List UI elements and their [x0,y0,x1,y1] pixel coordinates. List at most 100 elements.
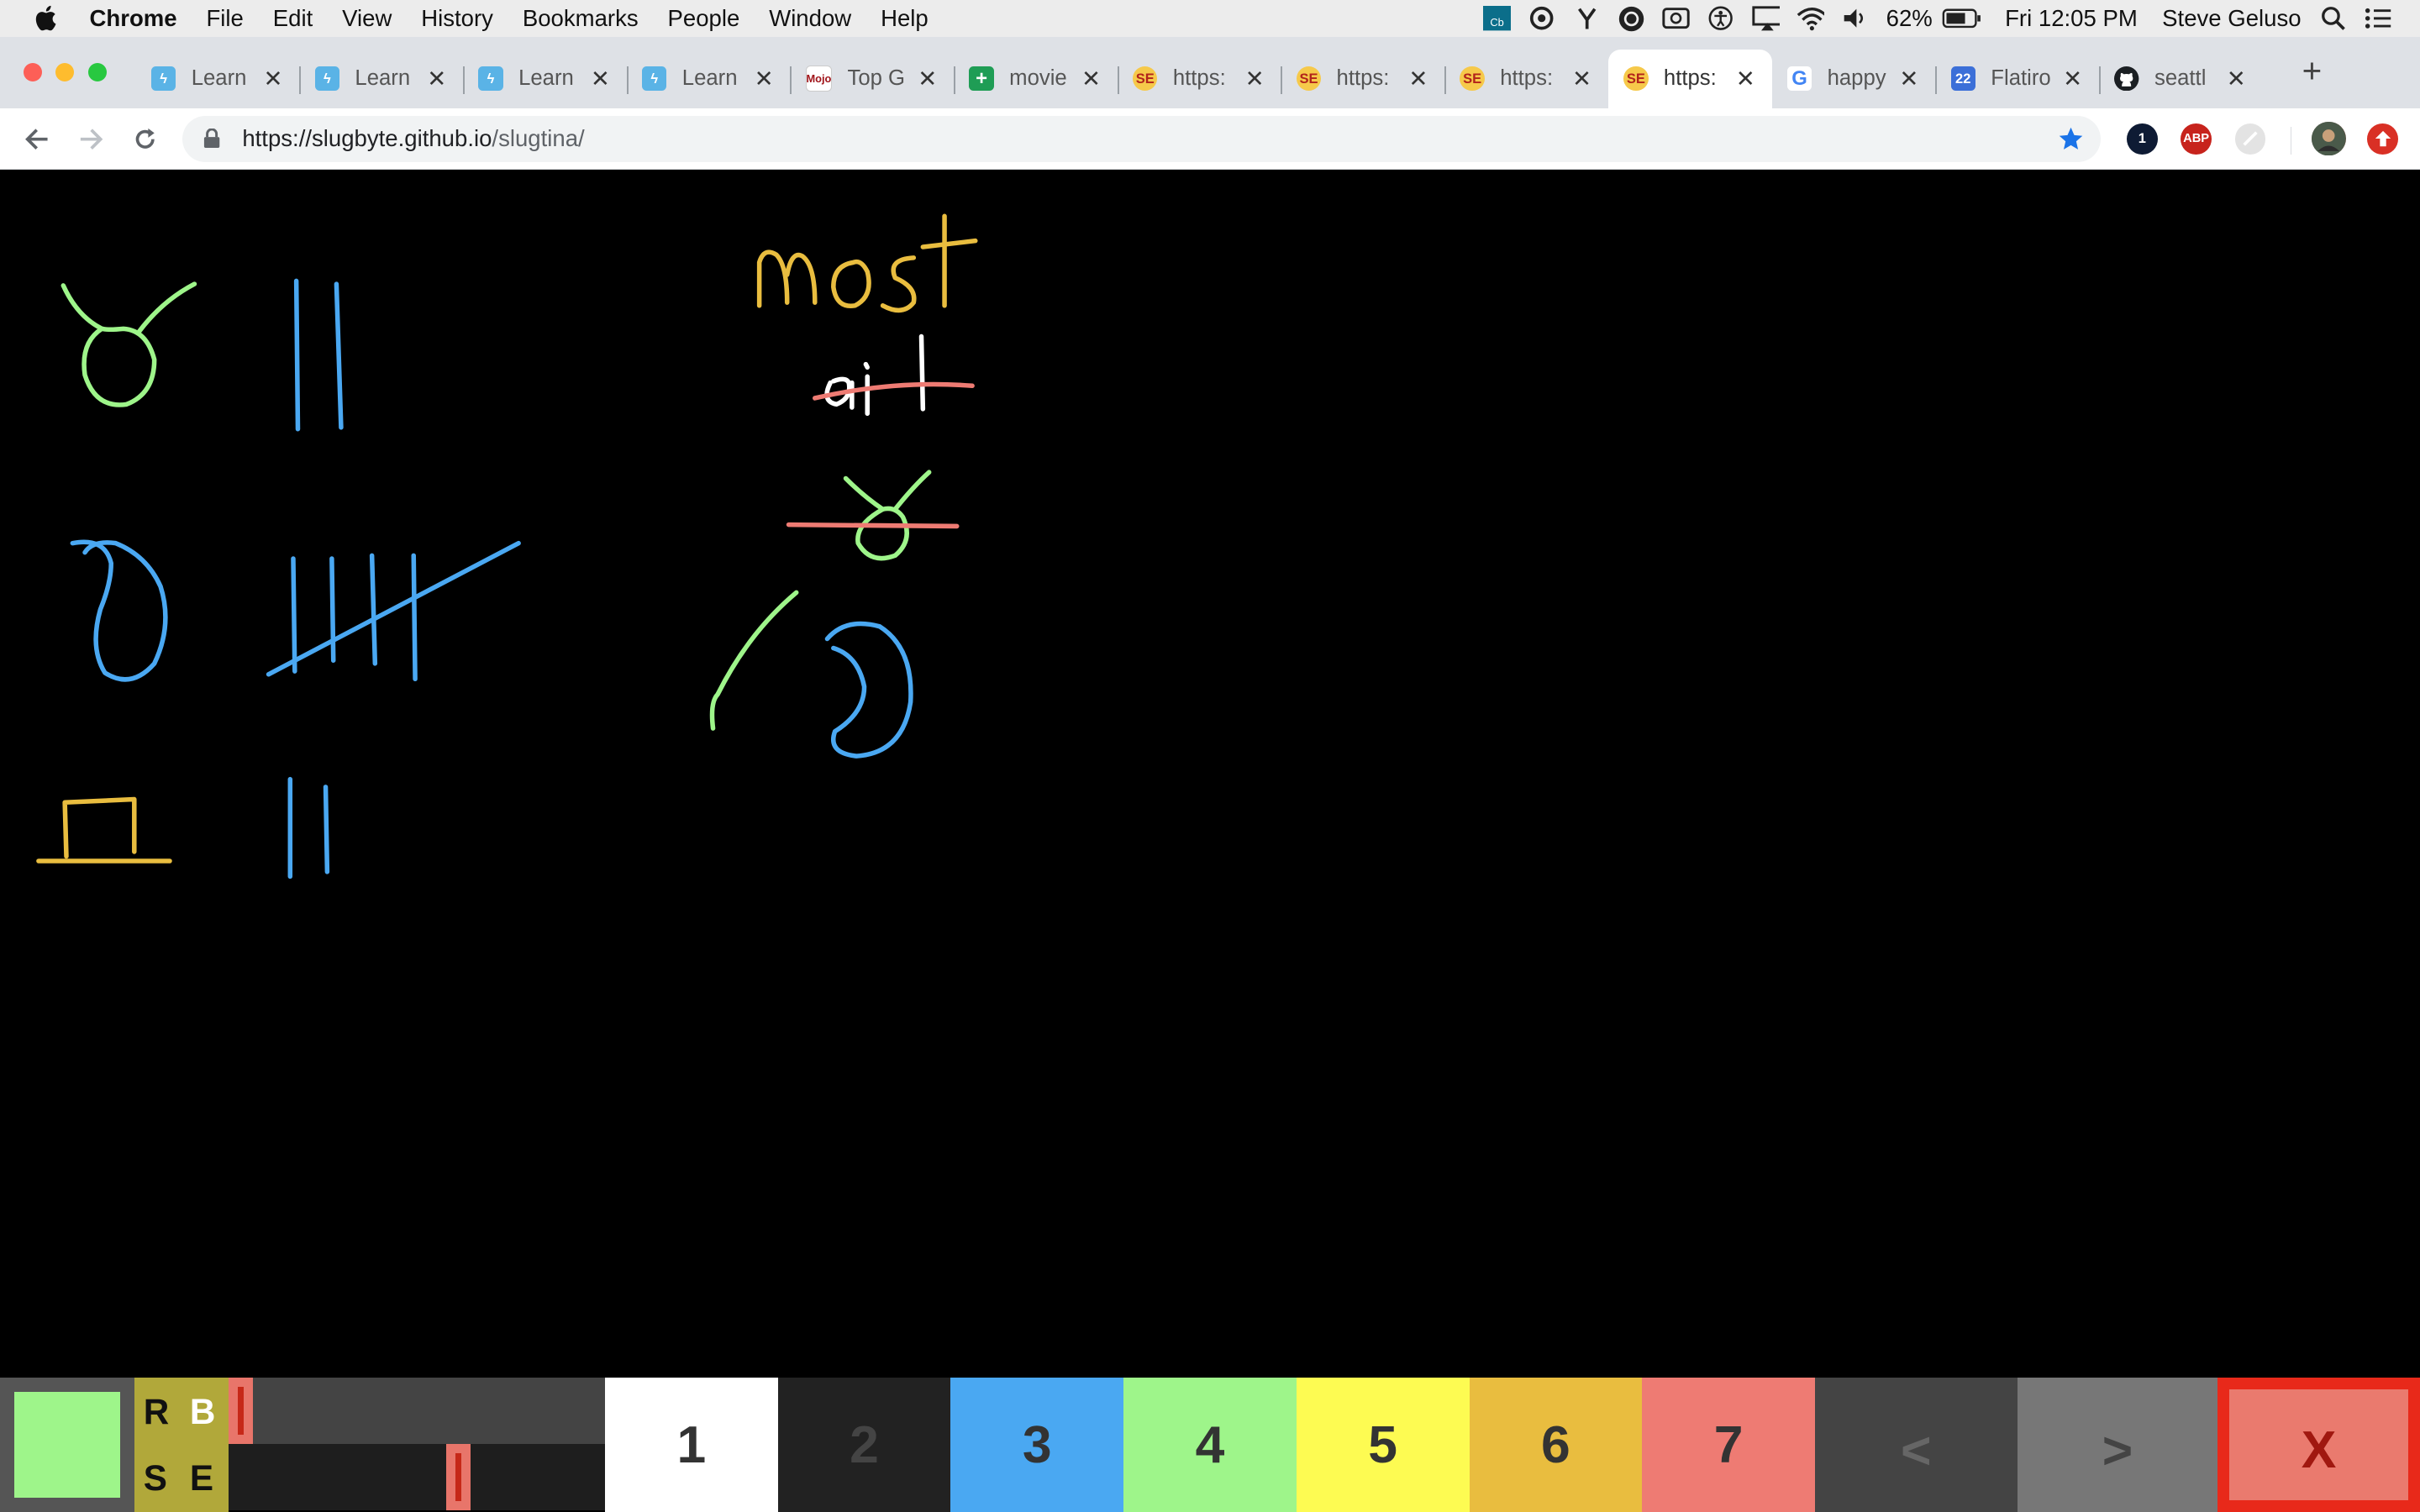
next-page-button[interactable]: > [2018,1378,2218,1512]
tab-close-icon[interactable]: ✕ [753,66,775,92]
tally-row-1-drawing [297,281,341,428]
tab-close-icon[interactable]: ✕ [1898,66,1920,92]
opacity-slider[interactable] [229,1444,605,1510]
menu-bookmarks[interactable]: Bookmarks [523,5,639,32]
tab-close-icon[interactable]: ✕ [2062,66,2084,92]
brush-button[interactable]: B [190,1392,216,1432]
tab-flatiron-calendar[interactable]: 22 Flatiro ✕ [1935,50,2099,108]
color-button-2[interactable]: 2 [778,1378,951,1512]
color-button-4[interactable]: 4 [1123,1378,1297,1512]
profile-avatar[interactable] [2312,122,2345,155]
reload-icon[interactable] [129,123,160,155]
tab-title: Learn [192,66,256,91]
tab-learn-1[interactable]: ϟ Learn ✕ [136,50,300,108]
menubar-clock[interactable]: Fri 12:05 PM [2005,5,2138,32]
menu-people[interactable]: People [668,5,740,32]
vpn-globe-icon[interactable] [1618,6,1645,30]
tab-box-office-mojo[interactable]: Mojo Top G ✕ [790,50,954,108]
color-button-1[interactable]: 1 [605,1378,778,1512]
tab-slug-active[interactable]: SE https: ✕ [1608,50,1772,108]
opacity-slider-thumb[interactable] [446,1444,471,1510]
tab-close-icon[interactable]: ✕ [1407,66,1429,92]
tab-close-icon[interactable]: ✕ [262,66,284,92]
tab-movie-sheet[interactable]: + movie ✕ [954,50,1118,108]
notification-center-icon[interactable] [2365,6,2392,30]
reset-button[interactable]: R [144,1392,170,1432]
color-button-6[interactable]: 6 [1470,1378,1643,1512]
coinbase-icon[interactable]: Cb [1483,6,1511,30]
battery-icon[interactable] [1942,6,1982,30]
airplay-icon[interactable] [1752,6,1780,30]
previous-page-button[interactable]: < [1815,1378,2018,1512]
menu-app-name[interactable]: Chrome [90,5,177,32]
svg-text:Cb: Cb [1491,16,1504,29]
apple-icon[interactable] [34,5,58,31]
current-color-box [0,1378,134,1512]
menubar-user[interactable]: Steve Geluso [2162,5,2301,32]
tab-close-icon[interactable]: ✕ [917,66,939,92]
tab-learn-4[interactable]: ϟ Learn ✕ [627,50,791,108]
eraser-button[interactable]: E [190,1458,213,1499]
close-x-button[interactable]: X [2217,1378,2420,1512]
screenshot-icon[interactable] [1662,6,1690,30]
tab-google-happy[interactable]: G happy ✕ [1772,50,1936,108]
tab-close-icon[interactable]: ✕ [426,66,448,92]
spotlight-search-icon[interactable] [2320,6,2348,30]
window-zoom-button[interactable] [88,63,107,81]
fork-icon[interactable] [1573,6,1601,30]
tab-title: Flatiro [1991,66,2055,91]
lock-icon[interactable] [203,128,222,150]
tab-learn-2[interactable]: ϟ Learn ✕ [299,50,463,108]
tab-learn-3[interactable]: ϟ Learn ✕ [463,50,627,108]
menu-file[interactable]: File [206,5,243,32]
tab-close-icon[interactable]: ✕ [1081,66,1102,92]
tab-close-icon[interactable]: ✕ [590,66,612,92]
onepassword-icon[interactable]: 1 [2127,123,2158,155]
save-button[interactable]: S [144,1458,167,1499]
tab-close-icon[interactable]: ✕ [1571,66,1593,92]
forward-arrow-icon[interactable] [76,123,107,155]
new-tab-button[interactable]: + [2293,52,2330,89]
tab-title: https: [1664,66,1728,91]
current-color-swatch[interactable] [14,1392,121,1499]
tab-slug-3[interactable]: SE https: ✕ [1444,50,1608,108]
tab-slug-2[interactable]: SE https: ✕ [1281,50,1444,108]
menu-edit[interactable]: Edit [273,5,313,32]
wifi-icon[interactable] [1797,6,1824,30]
bookmark-star-icon[interactable] [2057,125,2085,153]
brush-size-slider[interactable] [229,1378,605,1444]
tab-github-seattle[interactable]: seattl ✕ [2099,50,2263,108]
tab-close-icon[interactable]: ✕ [1244,66,1265,92]
extension-gray-icon[interactable] [2235,123,2266,155]
battery-percent: 62% [1886,5,1933,32]
window-close-button[interactable] [24,63,42,81]
update-icon[interactable] [2367,123,2398,155]
url-text[interactable]: https://slugbyte.github.io/slugtina/ [242,125,584,152]
mac-menu-bar: Chrome File Edit View History Bookmarks … [0,0,2420,37]
menu-help[interactable]: Help [881,5,929,32]
learn-icon: ϟ [478,66,502,91]
tab-close-icon[interactable]: ✕ [1734,66,1756,92]
adblock-icon[interactable]: ABP [2181,123,2212,155]
color-button-5[interactable]: 5 [1297,1378,1470,1512]
drawing-canvas[interactable] [0,171,2420,1378]
url-path: /slugtina/ [492,125,584,151]
window-minimize-button[interactable] [55,63,74,81]
menu-history[interactable]: History [421,5,493,32]
tab-slug-1[interactable]: SE https: ✕ [1118,50,1281,108]
accessibility-icon[interactable] [1707,6,1735,30]
mode-buttons: R B S E [134,1378,229,1512]
color-button-7[interactable]: 7 [1642,1378,1815,1512]
brush-size-slider-thumb[interactable] [229,1378,253,1444]
menu-window[interactable]: Window [769,5,851,32]
tab-title: https: [1500,66,1565,91]
color-button-3[interactable]: 3 [950,1378,1123,1512]
aperture-icon[interactable] [1528,6,1556,30]
learn-icon: ϟ [642,66,666,91]
tab-close-icon[interactable]: ✕ [2226,66,2248,92]
back-arrow-icon[interactable] [22,123,53,155]
menu-view[interactable]: View [342,5,392,32]
github-icon [2114,66,2139,91]
address-bar[interactable]: https://slugbyte.github.io/slugtina/ [182,116,2101,162]
volume-icon[interactable] [1841,6,1869,30]
